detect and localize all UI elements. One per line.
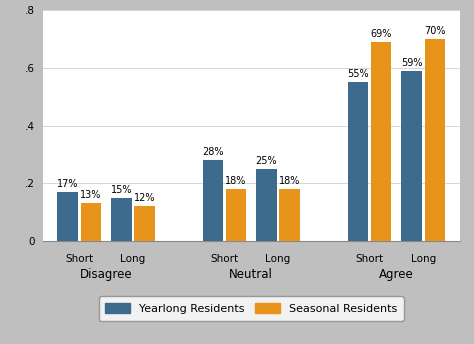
Text: 25%: 25% <box>256 156 277 166</box>
Bar <box>280 189 300 241</box>
Bar <box>111 197 132 241</box>
Bar <box>256 169 277 241</box>
Text: 55%: 55% <box>347 69 369 79</box>
Bar <box>425 39 445 241</box>
Text: Short: Short <box>210 254 238 264</box>
Text: Long: Long <box>265 254 291 264</box>
Bar <box>202 160 223 241</box>
Text: Short: Short <box>356 254 383 264</box>
Text: 59%: 59% <box>401 58 422 68</box>
Bar <box>371 42 391 241</box>
Bar <box>134 206 155 241</box>
Bar <box>57 192 78 241</box>
Bar <box>81 203 101 241</box>
Text: 18%: 18% <box>225 176 246 186</box>
Text: Agree: Agree <box>379 268 414 281</box>
Text: 69%: 69% <box>370 29 392 39</box>
Text: Disagree: Disagree <box>80 268 132 281</box>
Text: Long: Long <box>120 254 146 264</box>
Text: 13%: 13% <box>80 191 101 201</box>
Text: 15%: 15% <box>110 185 132 195</box>
Bar <box>348 82 368 241</box>
Bar <box>226 189 246 241</box>
Text: 28%: 28% <box>202 147 224 157</box>
Text: 70%: 70% <box>424 26 446 36</box>
Text: 12%: 12% <box>134 193 155 203</box>
Text: Neutral: Neutral <box>229 268 273 281</box>
Text: 17%: 17% <box>57 179 78 189</box>
Bar <box>401 71 422 241</box>
Text: Short: Short <box>65 254 93 264</box>
Text: Long: Long <box>410 254 436 264</box>
Text: 18%: 18% <box>279 176 301 186</box>
Legend: Yearlong Residents, Seasonal Residents: Yearlong Residents, Seasonal Residents <box>99 297 404 321</box>
